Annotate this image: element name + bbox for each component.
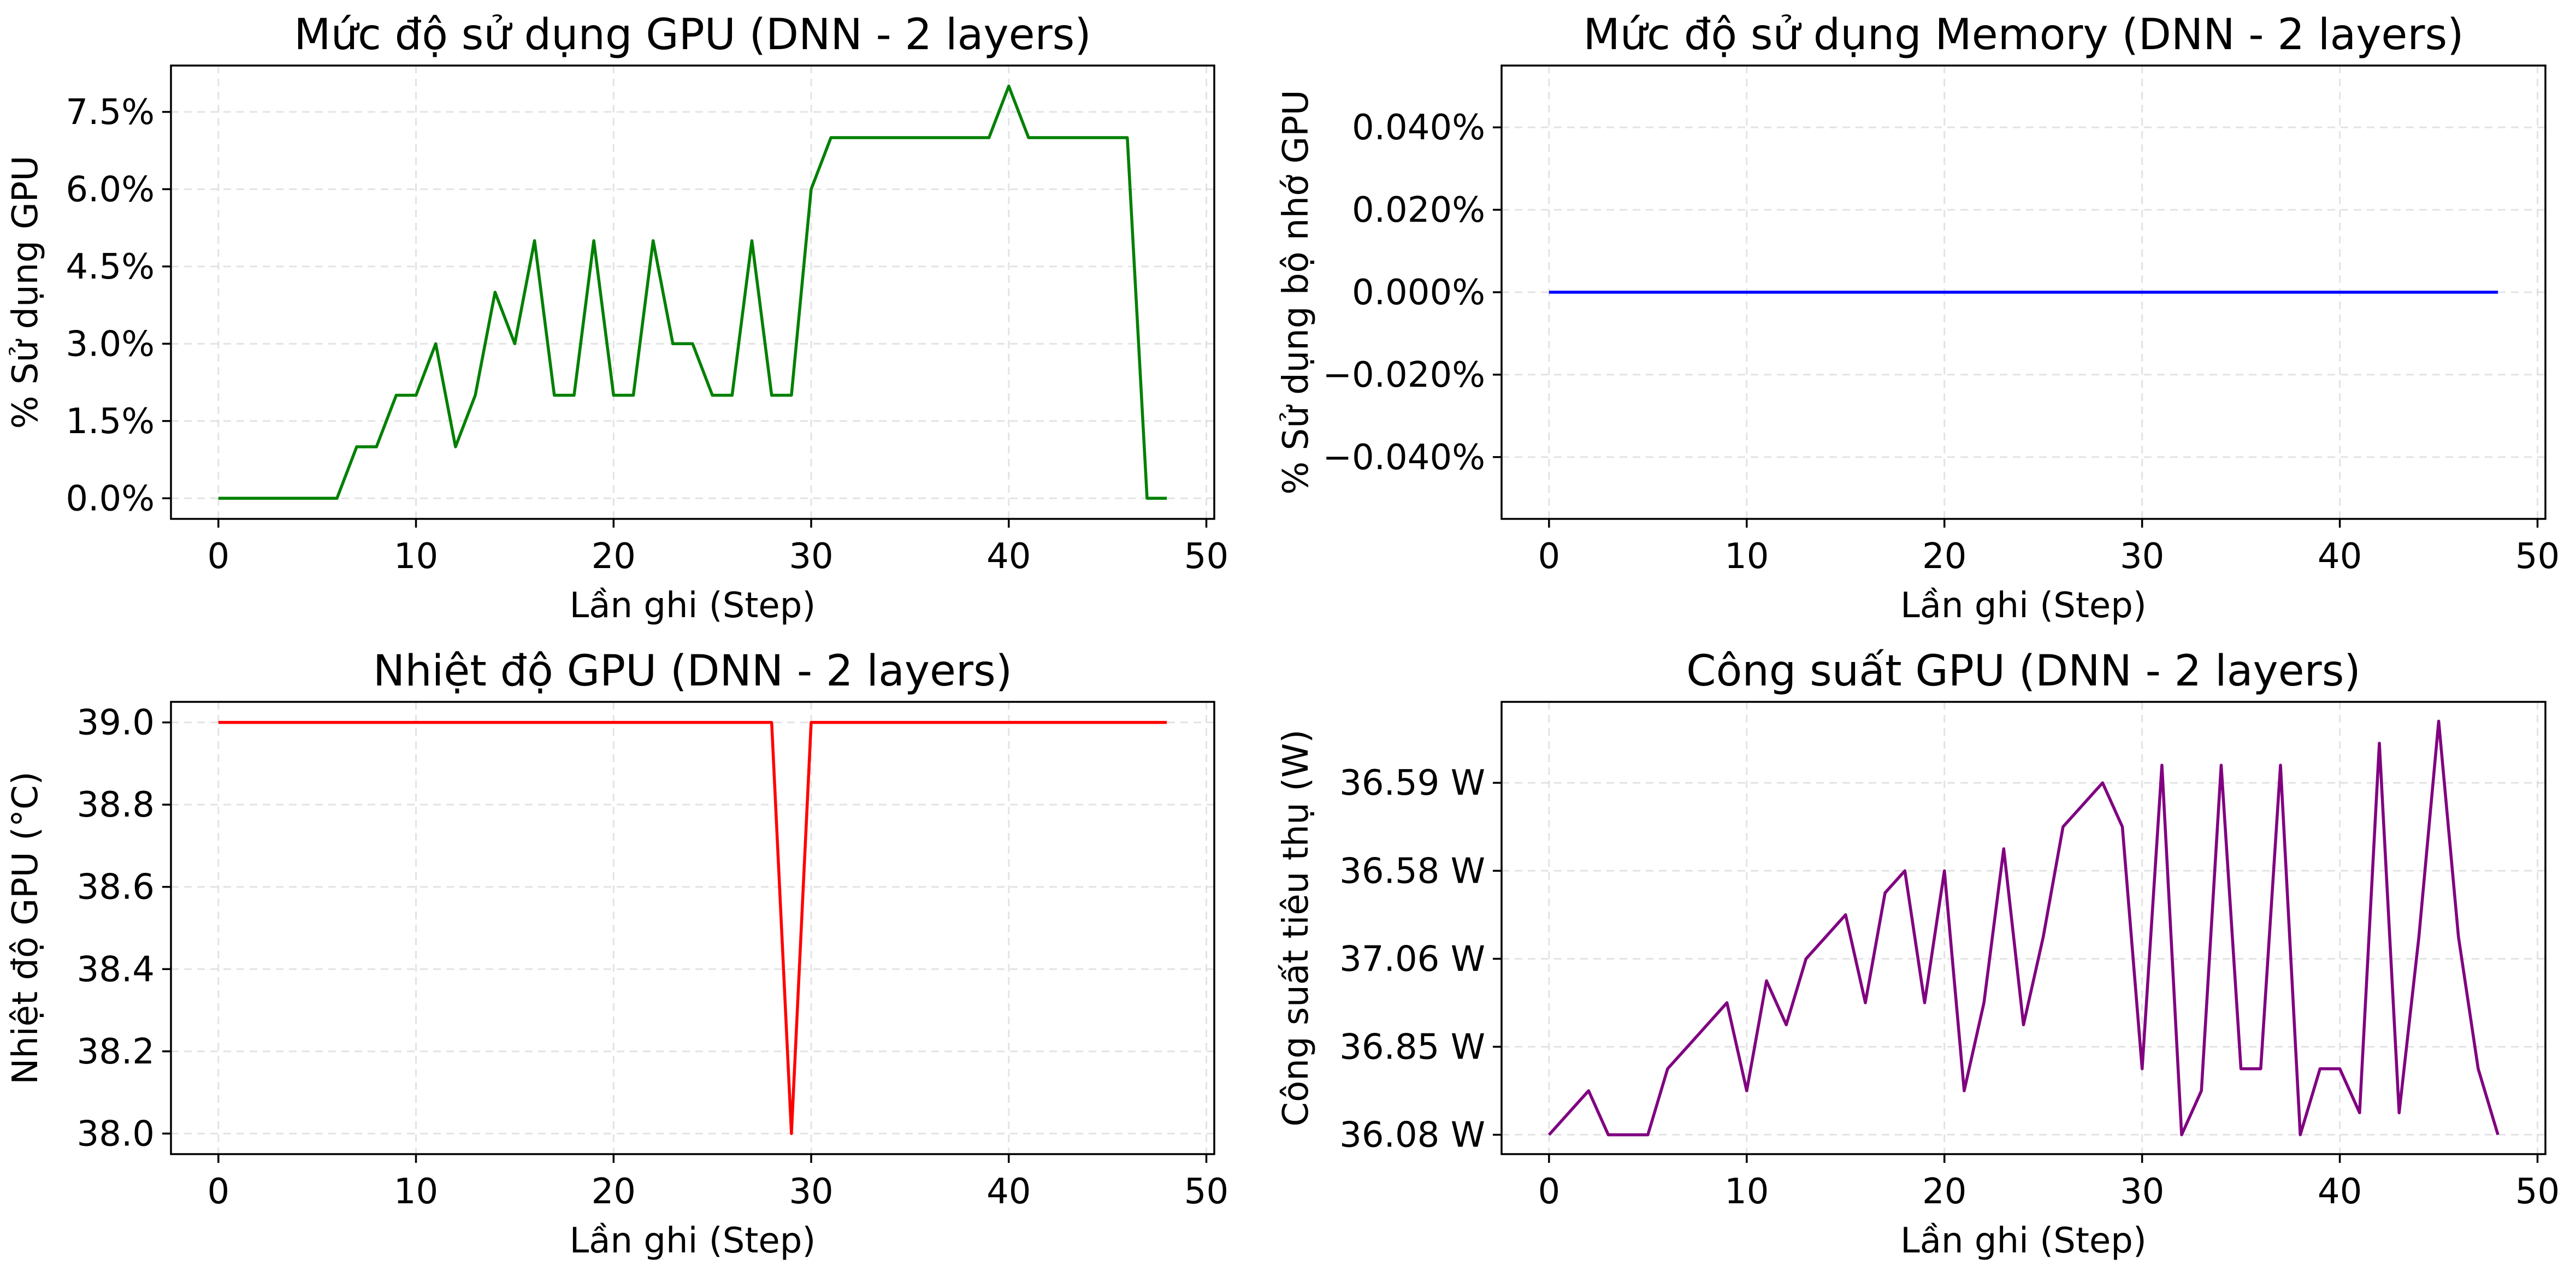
y-tick-label: 36.58 W xyxy=(1339,851,1485,891)
y-tick-label: 36.08 W xyxy=(1339,1115,1485,1156)
y-tick-label: 38.8 xyxy=(77,785,155,825)
x-tick-label: 50 xyxy=(1184,536,1228,577)
y-axis-label: Nhiệt độ GPU (°C) xyxy=(5,771,46,1084)
y-axis-label: % Sử dụng GPU xyxy=(5,156,46,429)
chart-title: Mức độ sử dụng GPU (DNN - 2 layers) xyxy=(294,10,1091,60)
x-axis-label: Lần ghi (Step) xyxy=(570,586,816,626)
x-tick-label: 40 xyxy=(2318,1172,2362,1212)
y-tick-label: 38.6 xyxy=(77,867,155,908)
y-tick-label: 36.85 W xyxy=(1339,1027,1485,1067)
subplot-2: 0 10 20 30 40 50 −0.040% −0.020% 0.000% 0.020% 0.0… xyxy=(1276,10,2560,626)
plot-frame xyxy=(170,64,1215,520)
x-tick-label: 30 xyxy=(2120,536,2164,577)
subplot-4: 0 10 20 30 40 50 36.08 W 36.85 W 37.06 W 36.58 W 3… xyxy=(1276,647,2560,1261)
y-tick-label: −0.040% xyxy=(1322,438,1485,478)
x-tick-label: 20 xyxy=(1922,536,1966,577)
x-tick-label: 0 xyxy=(1538,536,1561,577)
x-tick-label: 40 xyxy=(2318,536,2362,577)
y-tick-label: 39.0 xyxy=(77,703,155,743)
x-tick-label: 50 xyxy=(2515,536,2560,577)
x-tick-label: 10 xyxy=(394,1172,438,1212)
x-tick-label: 30 xyxy=(789,1172,833,1212)
grid xyxy=(171,702,1214,1154)
series-line-1 xyxy=(218,720,1167,1136)
subplot-3: 0 10 20 30 40 50 38.0 38.2 38.4 38.6 38.8 39.0 Nhiệt… xyxy=(5,647,1228,1261)
y-tick-label: −0.020% xyxy=(1322,355,1485,395)
grid xyxy=(171,66,1214,519)
y-tick-label: 6.0% xyxy=(66,169,155,210)
x-tick-label: 10 xyxy=(1724,1172,1769,1212)
x-tick-label: 40 xyxy=(986,1172,1031,1212)
x-tick-label: 0 xyxy=(1538,1172,1561,1212)
y-tick-label: 3.0% xyxy=(66,324,155,364)
y-tick-label: 1.5% xyxy=(66,401,155,442)
y-tick-label: 0.000% xyxy=(1352,273,1485,313)
subplot-1: 0 10 20 30 40 50 0.0% 1.5% 3.0% 4.5% 6.0% 7.5% Mức đ… xyxy=(5,10,1228,626)
x-tick-label: 20 xyxy=(592,1172,636,1212)
x-axis-label: Lần ghi (Step) xyxy=(1900,1221,2147,1261)
x-tick-label: 20 xyxy=(592,536,636,577)
y-tick-label: 37.06 W xyxy=(1339,939,1485,979)
chart-title: Công suất GPU (DNN - 2 layers) xyxy=(1686,647,2361,696)
y-tick-label: 0.020% xyxy=(1352,190,1485,230)
y-axis-label: % Sử dụng bộ nhớ GPU xyxy=(1276,90,1316,494)
x-axis-label: Lần ghi (Step) xyxy=(570,1221,816,1261)
series-line-1 xyxy=(218,84,1167,500)
y-tick-label: 38.2 xyxy=(77,1032,155,1072)
y-axis-label: Công suất tiêu thụ (W) xyxy=(1276,730,1316,1127)
x-tick-label: 50 xyxy=(1184,1172,1228,1212)
y-tick-label: 0.040% xyxy=(1352,108,1485,148)
y-tick-label: 4.5% xyxy=(66,247,155,287)
x-tick-label: 10 xyxy=(1724,536,1769,577)
plot-frame xyxy=(1500,701,2547,1155)
x-tick-label: 30 xyxy=(2120,1172,2164,1212)
x-tick-label: 30 xyxy=(789,536,833,577)
x-tick-label: 40 xyxy=(986,536,1031,577)
chart-title: Nhiệt độ GPU (DNN - 2 layers) xyxy=(373,647,1012,696)
x-tick-label: 20 xyxy=(1922,1172,1966,1212)
y-tick-label: 38.0 xyxy=(77,1114,155,1154)
chart-title: Mức độ sử dụng Memory (DNN - 2 layers) xyxy=(1583,10,2463,60)
x-tick-label: 50 xyxy=(2515,1172,2560,1212)
x-tick-label: 0 xyxy=(207,536,229,577)
y-tick-label: 7.5% xyxy=(66,92,155,133)
x-tick-label: 10 xyxy=(394,536,438,577)
y-tick-label: 38.4 xyxy=(77,949,155,990)
x-axis-label: Lần ghi (Step) xyxy=(1900,586,2147,626)
x-tick-label: 0 xyxy=(207,1172,229,1212)
y-tick-label: 36.59 W xyxy=(1339,763,1485,803)
plot-frame xyxy=(170,701,1215,1155)
y-tick-label: 0.0% xyxy=(66,478,155,519)
series-line-1 xyxy=(1547,719,2500,1137)
